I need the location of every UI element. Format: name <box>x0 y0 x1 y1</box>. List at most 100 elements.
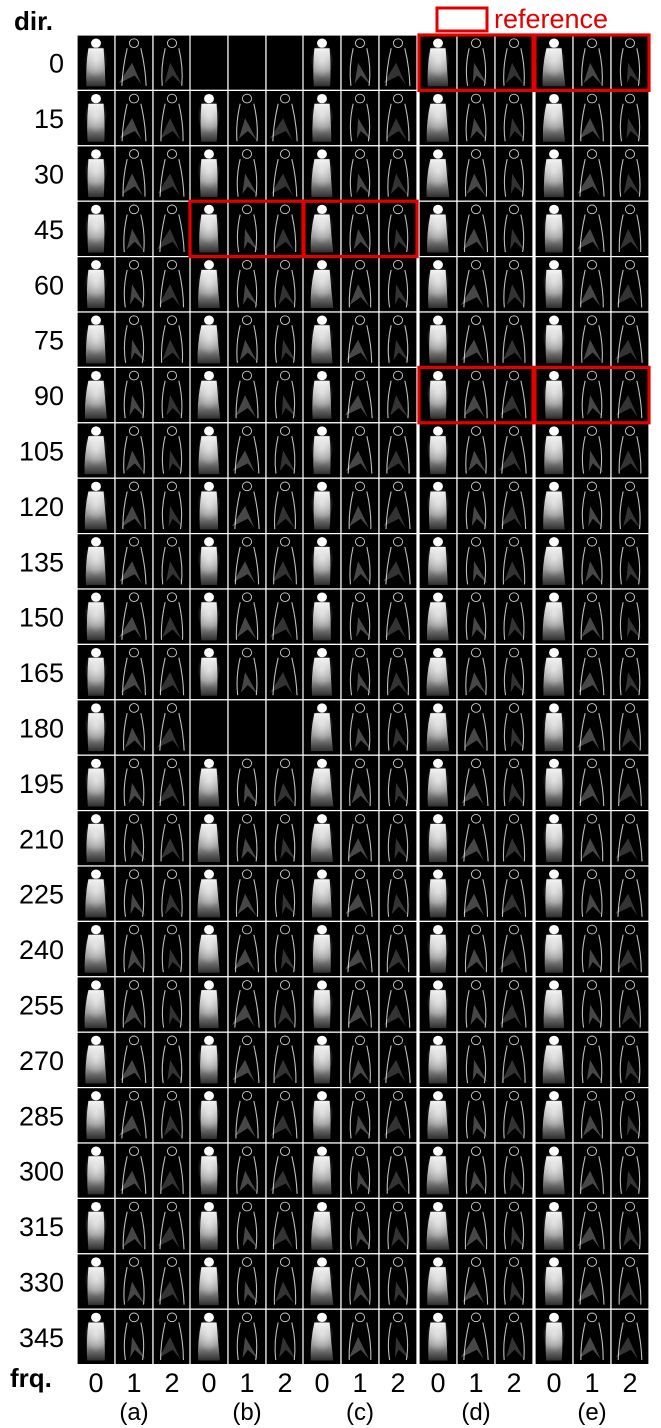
cell-a-dir150-frq1 <box>114 588 154 646</box>
cell-d-dir45-frq0 <box>418 200 458 258</box>
cell-b-dir30-frq1 <box>227 145 267 202</box>
cell-a-dir225-frq1 <box>114 865 154 923</box>
cell-d-dir210-frq1 <box>456 809 496 867</box>
cell-d-dir240-frq1 <box>456 920 496 978</box>
cell-b-dir60-frq2 <box>265 256 305 313</box>
cell-e-dir345-frq1 <box>572 1308 612 1366</box>
cell-b-dir315-frq1 <box>227 1197 267 1255</box>
cell-a-dir330-frq1 <box>114 1253 154 1310</box>
cell-c-dir210-frq1 <box>340 809 380 867</box>
cell-e-dir75-frq1 <box>572 311 612 369</box>
cell-e-dir165-frq1 <box>572 643 612 701</box>
cell-b-dir180-frq2 <box>265 699 305 756</box>
cell-c-dir270-frq2 <box>378 1031 418 1089</box>
cell-a-dir270-frq1 <box>114 1031 154 1089</box>
cell-d-dir60-frq1 <box>456 256 496 313</box>
cell-a-dir75-frq2 <box>152 311 192 369</box>
cell-c-dir45-frq1 <box>340 200 380 258</box>
direction-label-270: 270 <box>19 1046 64 1076</box>
cell-b-dir45-frq0 <box>189 200 229 258</box>
cell-e-dir285-frq0 <box>534 1086 574 1144</box>
cell-e-dir105-frq2 <box>610 422 650 479</box>
cell-a-dir240-frq0 <box>76 920 116 978</box>
cell-c-dir300-frq2 <box>378 1142 418 1200</box>
cell-e-dir210-frq2 <box>610 809 650 867</box>
cell-d-dir120-frq0 <box>418 477 458 535</box>
cell-a-dir180-frq1 <box>114 699 154 756</box>
cell-a-dir105-frq0 <box>76 422 116 479</box>
cell-b-dir315-frq2 <box>265 1197 305 1255</box>
cell-d-dir225-frq0 <box>418 865 458 923</box>
cell-c-dir345-frq0 <box>302 1308 342 1366</box>
cell-b-dir105-frq2 <box>265 422 305 479</box>
cell-d-dir60-frq2 <box>494 256 534 313</box>
cell-b-dir150-frq2 <box>265 588 305 646</box>
cell-d-dir150-frq2 <box>494 588 534 646</box>
cell-e-dir330-frq0 <box>534 1253 574 1310</box>
cell-grid <box>76 34 650 1366</box>
cell-e-dir195-frq1 <box>572 754 612 812</box>
cell-d-dir135-frq2 <box>494 532 534 590</box>
cell-b-dir300-frq2 <box>265 1142 305 1200</box>
cell-c-dir150-frq2 <box>378 588 418 646</box>
cell-c-dir30-frq0 <box>302 145 342 202</box>
cell-e-dir240-frq1 <box>572 920 612 978</box>
cell-c-dir105-frq1 <box>340 422 380 479</box>
cell-c-dir75-frq0 <box>302 311 342 369</box>
cell-a-dir30-frq2 <box>152 145 192 202</box>
cell-d-dir60-frq0 <box>418 256 458 313</box>
cell-b-dir90-frq2 <box>265 366 305 424</box>
cell-a-dir345-frq1 <box>114 1308 154 1366</box>
cell-b-dir120-frq1 <box>227 477 267 535</box>
cell-c-dir210-frq0 <box>302 809 342 867</box>
cell-c-dir285-frq2 <box>378 1086 418 1144</box>
cell-b-dir240-frq1 <box>227 920 267 978</box>
cell-b-dir75-frq2 <box>265 311 305 369</box>
cell-b-dir285-frq0 <box>189 1086 229 1144</box>
reference-box-e-dir90 <box>533 365 651 425</box>
cell-a-dir30-frq1 <box>114 145 154 202</box>
cell-a-dir45-frq2 <box>152 200 192 258</box>
group-label-e: (e) <box>577 1399 606 1426</box>
cell-d-dir270-frq1 <box>456 1031 496 1089</box>
direction-label-285: 285 <box>19 1101 64 1131</box>
direction-labels: 0 15 30 45 60 75 90 105 120 135 150 165 180 195 210 225… <box>19 49 64 1353</box>
cell-c-dir150-frq0 <box>302 588 342 646</box>
cell-e-dir345-frq2 <box>610 1308 650 1366</box>
cell-c-dir225-frq0 <box>302 865 342 923</box>
cell-d-dir105-frq1 <box>456 422 496 479</box>
cell-e-dir255-frq2 <box>610 976 650 1033</box>
cell-d-dir120-frq2 <box>494 477 534 535</box>
cell-b-dir0-frq0 <box>189 34 229 92</box>
cell-d-dir120-frq1 <box>456 477 496 535</box>
cell-a-dir195-frq0 <box>76 754 116 812</box>
cell-c-dir315-frq2 <box>378 1197 418 1255</box>
cell-d-dir105-frq0 <box>418 422 458 479</box>
cell-e-dir285-frq2 <box>610 1086 650 1144</box>
cell-a-dir30-frq0 <box>76 145 116 202</box>
cell-d-dir195-frq0 <box>418 754 458 812</box>
cell-e-dir30-frq1 <box>572 145 612 202</box>
cell-d-dir165-frq1 <box>456 643 496 701</box>
cell-a-dir210-frq0 <box>76 809 116 867</box>
cell-b-dir240-frq0 <box>189 920 229 978</box>
cell-d-dir255-frq1 <box>456 976 496 1033</box>
cell-e-dir225-frq2 <box>610 865 650 923</box>
cell-a-dir330-frq0 <box>76 1253 116 1310</box>
cell-b-dir330-frq1 <box>227 1253 267 1310</box>
cell-e-dir135-frq2 <box>610 532 650 590</box>
cell-a-dir300-frq1 <box>114 1142 154 1200</box>
cell-c-dir135-frq2 <box>378 532 418 590</box>
cell-b-dir135-frq0 <box>189 532 229 590</box>
cell-b-dir75-frq0 <box>189 311 229 369</box>
cell-a-dir195-frq2 <box>152 754 192 812</box>
cell-a-dir90-frq2 <box>152 366 192 424</box>
cell-b-dir225-frq2 <box>265 865 305 923</box>
cell-c-dir90-frq0 <box>302 366 342 424</box>
cell-d-dir270-frq0 <box>418 1031 458 1089</box>
cell-b-dir330-frq0 <box>189 1253 229 1310</box>
cell-a-dir285-frq2 <box>152 1086 192 1144</box>
cell-c-dir195-frq2 <box>378 754 418 812</box>
cell-c-dir225-frq2 <box>378 865 418 923</box>
cell-b-dir345-frq2 <box>265 1308 305 1366</box>
